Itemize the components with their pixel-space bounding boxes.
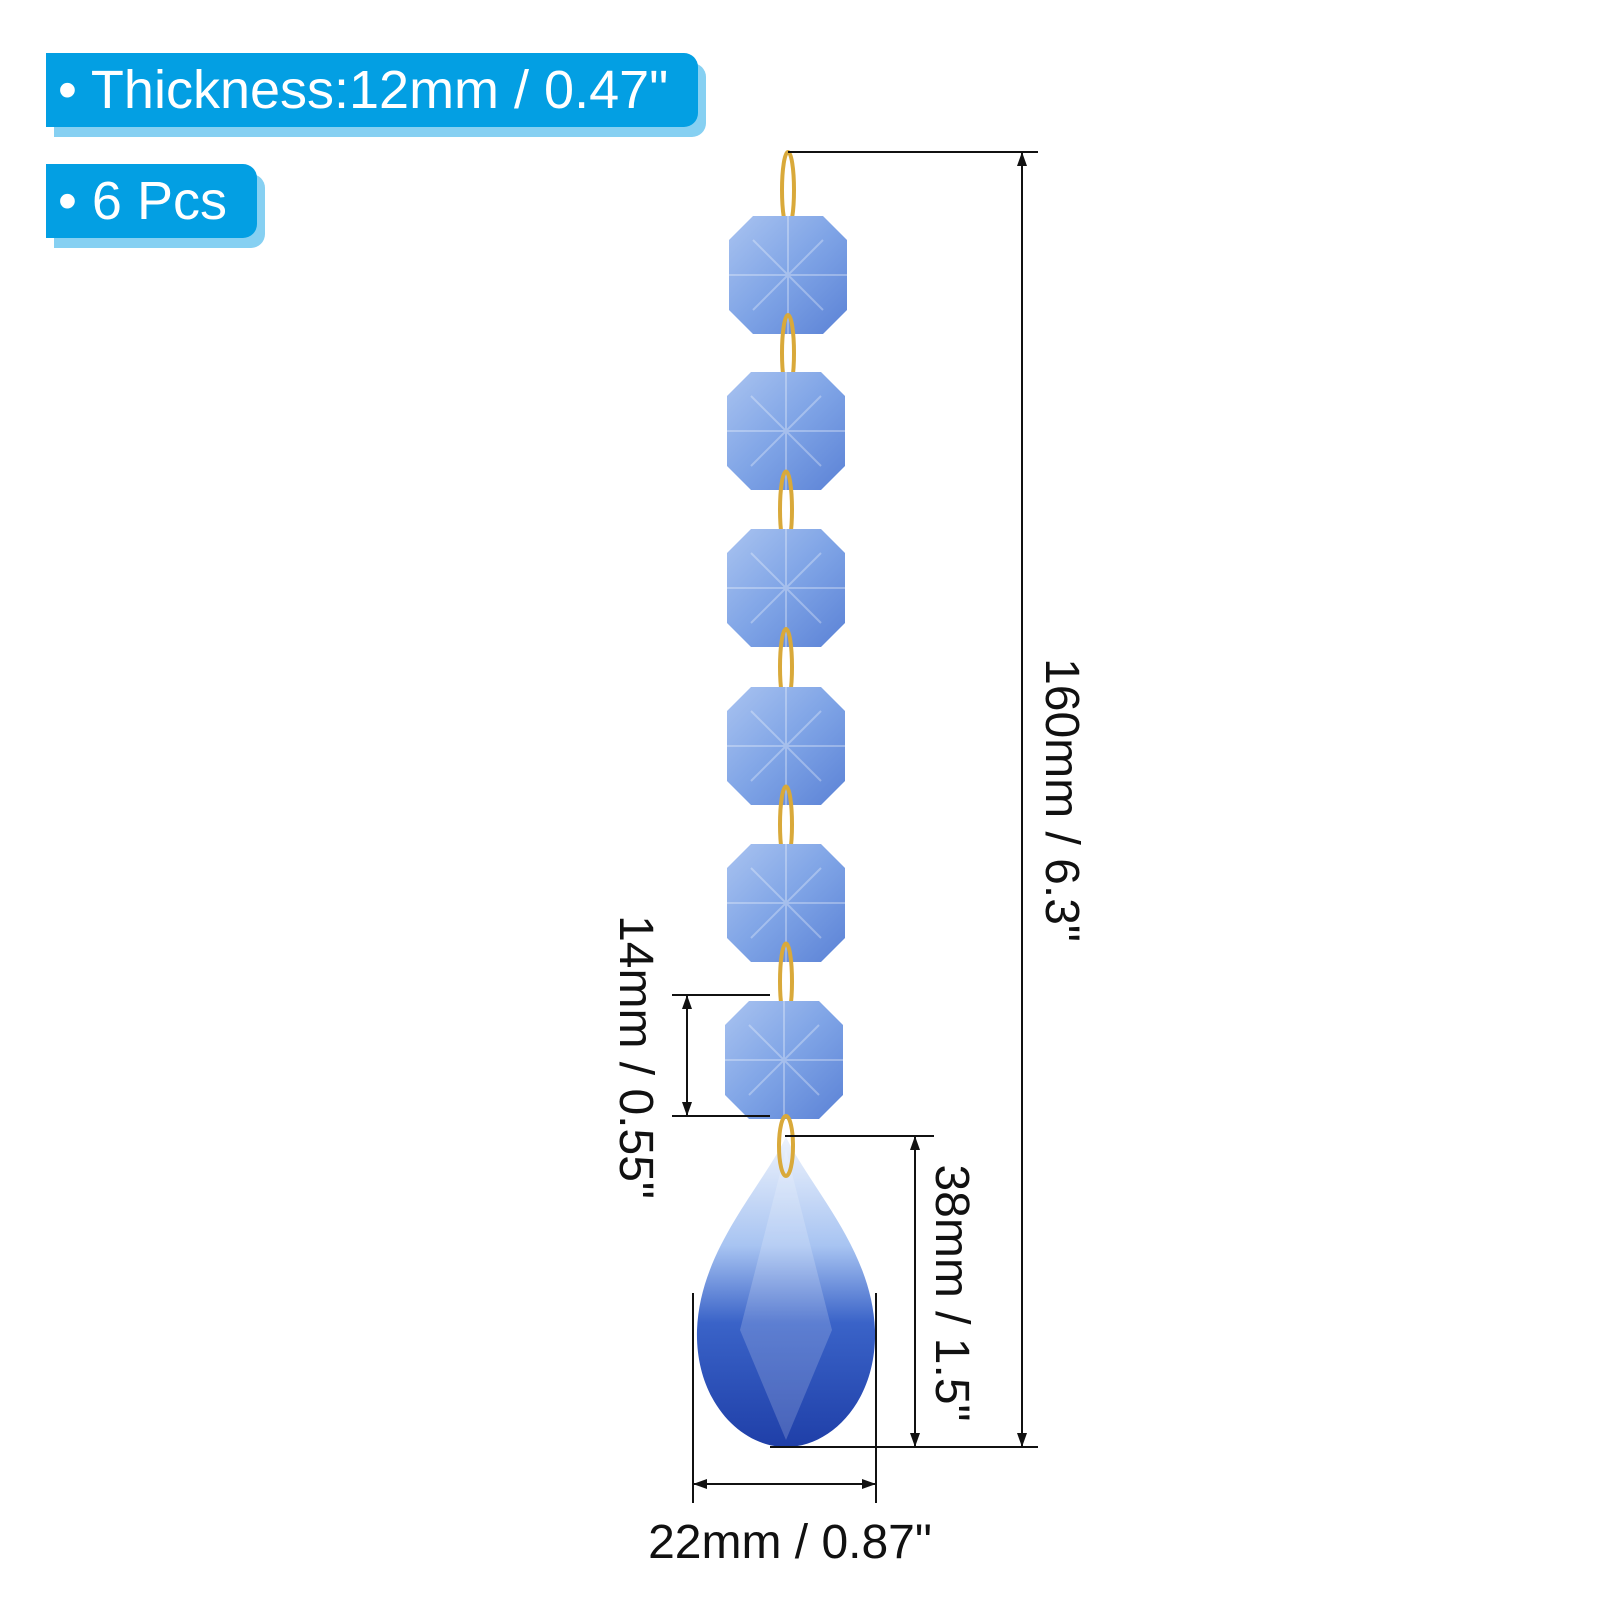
total-length-text: 160mm / 6.3" [1035,658,1088,942]
octagon-crystal [727,844,845,962]
crystal-chain [725,150,847,1119]
drop-width-text: 22mm / 0.87" [648,1516,932,1569]
dimension-lines [672,151,1038,1503]
drop-length-text: 38mm / 1.5" [925,1164,978,1421]
teardrop-crystal [696,1114,876,1447]
octagon-crystal [727,372,845,490]
crystal-facets [725,1001,843,1119]
octagon-crystal [725,1001,843,1119]
crystal-facets [729,216,847,334]
crystal-facets [727,372,845,490]
pieces-label: • 6 Pcs [46,164,265,248]
pieces-text: • 6 Pcs [46,164,257,238]
octagon-crystal [727,687,845,805]
octagon-size-text: 14mm / 0.55" [609,915,662,1199]
octagon-crystal [727,529,845,647]
octagon-crystal [729,216,847,334]
crystal-facets [727,687,845,805]
thickness-text: • Thickness:12mm / 0.47" [46,53,699,127]
thickness-label: • Thickness:12mm / 0.47" [46,53,707,137]
crystal-facets [727,529,845,647]
crystal-facets [727,844,845,962]
